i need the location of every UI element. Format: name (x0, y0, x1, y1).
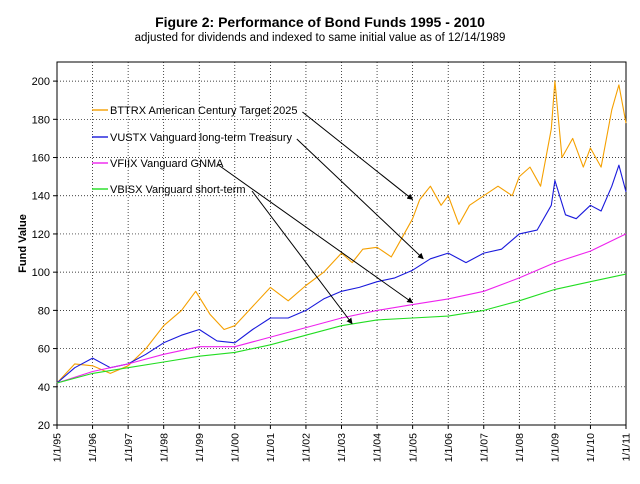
annotation-arrow (218, 164, 414, 304)
x-tick-label: 1/1/98 (158, 433, 170, 462)
x-tick-label: 1/1/97 (123, 433, 135, 462)
x-tick-label: 1/1/95 (52, 433, 64, 462)
y-tick-label: 180 (32, 114, 50, 126)
x-tick-label: 1/1/99 (194, 433, 206, 462)
annotation-arrow (302, 111, 414, 200)
legend-label: BTTRX American Century Target 2025 (110, 105, 298, 117)
x-tick-label: 1/1/01 (265, 433, 277, 462)
x-tick-label: 1/1/08 (514, 433, 526, 462)
annotation-arrow (251, 190, 353, 325)
x-tick-label: 1/1/05 (407, 433, 419, 462)
legend-label: VBISX Vanguard short-term (110, 184, 246, 196)
legend-label: VFIIX Vanguard GNMA (110, 158, 224, 170)
annotations: BTTRX American Century Target 2025 VUSTX … (92, 105, 424, 325)
y-axis-label: Fund Value (17, 214, 29, 273)
x-tick-label: 1/1/09 (550, 433, 562, 462)
y-tick-label: 20 (38, 420, 50, 432)
y-tick-label: 160 (32, 153, 50, 165)
series-line (56, 233, 627, 384)
x-tick-label: 1/1/04 (372, 433, 384, 462)
x-tick-label: 1/1/96 (87, 433, 99, 462)
series-line (56, 80, 627, 384)
y-tick-label: 200 (32, 76, 50, 88)
x-tick-label: 1/1/10 (585, 433, 597, 462)
x-tick-label: 1/1/06 (443, 433, 455, 462)
legend-label: VUSTX Vanguard long-term Treasury (110, 132, 292, 144)
y-tick-label: 120 (32, 229, 50, 241)
x-tick-label: 1/1/03 (336, 433, 348, 462)
series-line (56, 164, 627, 384)
series-line (56, 273, 627, 384)
annotation-arrow (296, 138, 424, 260)
x-tick-label: 1/1/02 (301, 433, 313, 462)
grid (56, 62, 627, 426)
x-tick-label: 1/1/07 (478, 433, 490, 462)
y-tick-label: 140 (32, 191, 50, 203)
axes: 20 40 60 80 100 120 140 160 180 200 1/1/95 1/1/96 1/… (17, 61, 633, 462)
chart-subtitle: adjusted for dividends and indexed to sa… (134, 32, 506, 44)
y-tick-label: 100 (32, 267, 50, 279)
x-tick-label: 1/1/11 (621, 433, 633, 462)
chart-title: Figure 2: Performance of Bond Funds 1995… (155, 14, 485, 30)
y-tick-label: 60 (38, 344, 50, 356)
y-tick-label: 40 (38, 382, 50, 394)
y-tick-label: 80 (38, 305, 50, 317)
x-tick-label: 1/1/00 (229, 433, 241, 462)
series-group (56, 80, 627, 384)
